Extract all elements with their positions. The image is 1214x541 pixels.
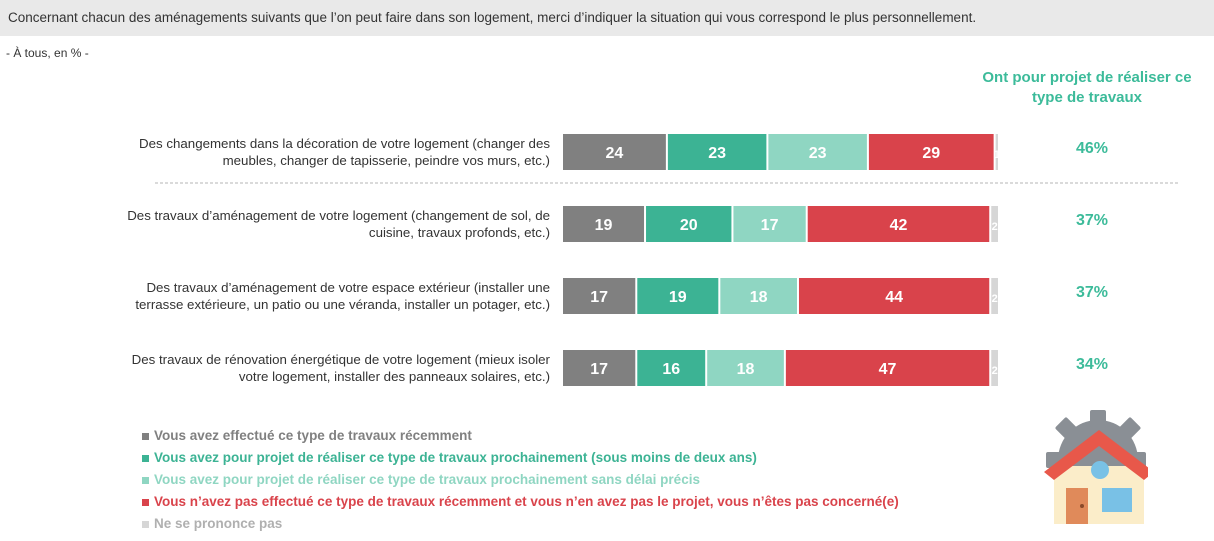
bar-segment-row2-series4 xyxy=(807,206,990,242)
data-label-row1-series4: 29 xyxy=(922,145,940,162)
category-label-line: cuisine, travaux profonds, etc.) xyxy=(368,225,550,240)
legend-item: Vous n’avez pas effectué ce type de trav… xyxy=(142,491,899,513)
data-label-row4-series5: 2 xyxy=(992,365,998,377)
bar-segment-row2-series1 xyxy=(563,206,645,242)
legend-item: Vous avez pour projet de réaliser ce typ… xyxy=(142,447,899,469)
project-share-value: 46% xyxy=(1075,140,1109,157)
bar-segment-row3-series1 xyxy=(563,278,636,314)
category-label-line: terrasse extérieure, un patio ou une vér… xyxy=(135,297,550,312)
project-column-header-line1: Ont pour projet de réaliser ce xyxy=(982,69,1192,86)
category-label-line: meubles, changer de tapisserie, peindre … xyxy=(222,153,550,168)
bar-segment-row3-series5 xyxy=(991,278,998,314)
bar-segment-row4-series4 xyxy=(785,350,990,386)
legend-label: Vous n’avez pas effectué ce type de trav… xyxy=(154,494,899,509)
data-label-row4-series3: 18 xyxy=(737,361,755,378)
data-label-row3-series1: 17 xyxy=(590,289,608,306)
legend-swatch xyxy=(142,454,149,462)
bar-segment-row1-series2 xyxy=(667,134,767,170)
bar-segment-row2-series2 xyxy=(646,206,732,242)
data-label-row3-series2: 19 xyxy=(669,289,687,306)
legend-label: Ne se prononce pas xyxy=(154,516,283,531)
legend-item: Ne se prononce pas xyxy=(142,513,899,535)
bar-segment-row2-series3 xyxy=(733,206,806,242)
data-label-row3-series5: 2 xyxy=(992,293,998,305)
project-share-value: 37% xyxy=(1075,284,1109,301)
legend-swatch xyxy=(142,476,149,484)
data-label-row4-series1: 17 xyxy=(590,361,608,378)
bar-segment-row4-series5 xyxy=(991,350,998,386)
bar-segment-row1-series1 xyxy=(563,134,666,170)
data-label-row2-series5: 2 xyxy=(992,221,998,233)
bar-segment-row1-series4 xyxy=(868,134,994,170)
bar-segment-row1-series3 xyxy=(768,134,867,170)
data-label-row4-series4: 47 xyxy=(879,361,897,378)
project-share-value: 37% xyxy=(1075,212,1109,229)
data-label-row1-series3: 23 xyxy=(809,145,827,162)
bar-segment-row3-series4 xyxy=(798,278,990,314)
data-label-row2-series3: 17 xyxy=(761,217,779,234)
bar-segment-row4-series3 xyxy=(707,350,784,386)
category-label-line: Des changements dans la décoration de vo… xyxy=(139,136,550,151)
bar-segment-row4-series2 xyxy=(637,350,706,386)
legend-label: Vous avez pour projet de réaliser ce typ… xyxy=(154,450,757,465)
data-label-row2-series4: 42 xyxy=(890,217,908,234)
project-column-header-line2: type de travaux xyxy=(1031,89,1143,106)
data-label-row4-series2: 16 xyxy=(662,361,680,378)
data-label-row2-series1: 19 xyxy=(595,217,613,234)
category-label: Des travaux d’aménagement de votre logem… xyxy=(80,207,550,241)
category-label-line: votre logement, installer des panneaux s… xyxy=(238,369,550,384)
bar-segment-row3-series3 xyxy=(720,278,797,314)
data-label-row1-series2: 23 xyxy=(708,145,726,162)
base-note: - À tous, en % - xyxy=(6,46,89,60)
legend-item: Vous avez pour projet de réaliser ce typ… xyxy=(142,469,899,491)
category-label-line: Des travaux d’aménagement de votre espac… xyxy=(146,280,550,295)
data-label-row3-series4: 44 xyxy=(885,289,903,306)
legend-swatch xyxy=(142,520,149,528)
data-label-row2-series2: 20 xyxy=(680,217,698,234)
project-share-value: 34% xyxy=(1075,356,1109,373)
legend-item: Vous avez effectué ce type de travaux ré… xyxy=(142,425,899,447)
legend-label: Vous avez effectué ce type de travaux ré… xyxy=(154,428,472,443)
category-label: Des travaux d’aménagement de votre espac… xyxy=(80,279,550,313)
category-label-line: Des travaux de rénovation énergétique de… xyxy=(131,352,550,367)
category-label: Des changements dans la décoration de vo… xyxy=(80,135,550,169)
house-gear-icon xyxy=(1044,410,1148,524)
data-label-row1-series1: 24 xyxy=(606,145,624,162)
legend-label: Vous avez pour projet de réaliser ce typ… xyxy=(154,472,700,487)
data-label-row3-series3: 18 xyxy=(750,289,768,306)
question-bar: Concernant chacun des aménagements suiva… xyxy=(0,0,1214,36)
bar-segment-row1-series5 xyxy=(995,134,998,170)
legend-swatch xyxy=(142,432,149,440)
data-label-row1-series5: 1 xyxy=(994,149,1000,161)
category-label: Des travaux de rénovation énergétique de… xyxy=(80,351,550,385)
project-column-header: Ont pour projet de réaliser ce type de t… xyxy=(960,68,1214,108)
legend: Vous avez effectué ce type de travaux ré… xyxy=(142,425,899,535)
category-label-line: Des travaux d’aménagement de votre logem… xyxy=(127,208,550,223)
bar-segment-row2-series5 xyxy=(991,206,998,242)
question-text: Concernant chacun des aménagements suiva… xyxy=(8,10,977,25)
bar-segment-row3-series2 xyxy=(637,278,719,314)
legend-swatch xyxy=(142,498,149,506)
bar-segment-row4-series1 xyxy=(563,350,636,386)
